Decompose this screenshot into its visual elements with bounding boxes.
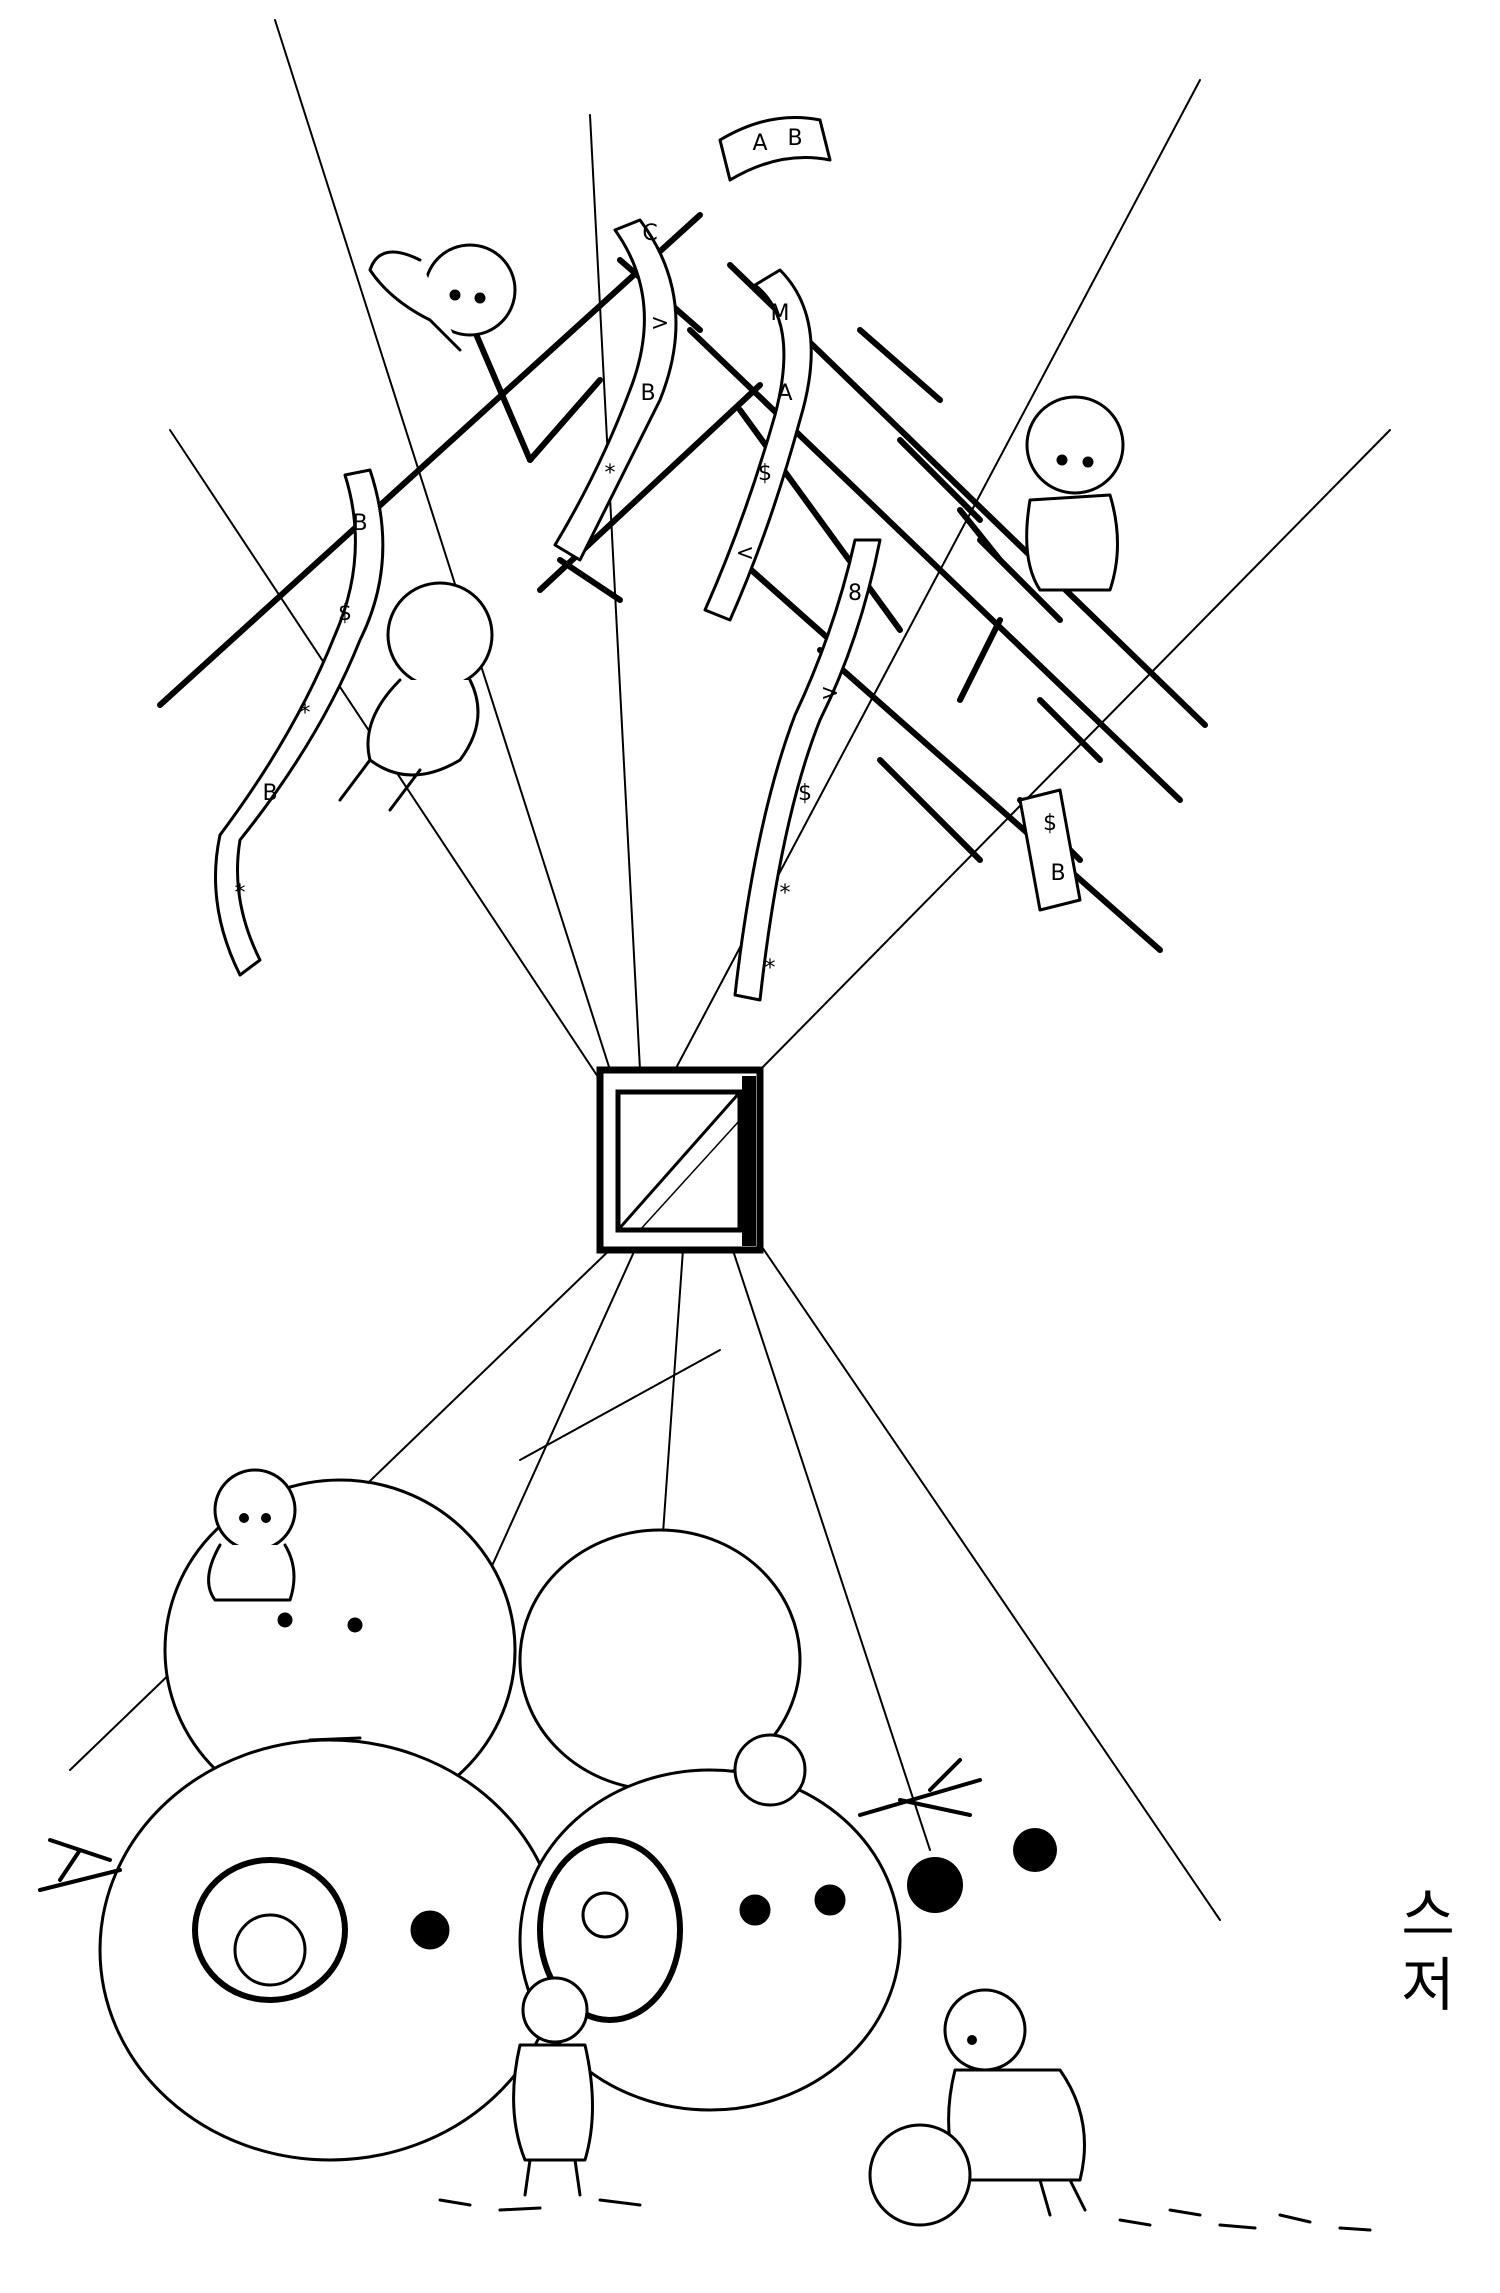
ribbon-glyph: A xyxy=(752,131,767,156)
ribbon-glyph: 8 xyxy=(848,581,862,606)
ribbon-glyph: B xyxy=(1050,861,1065,886)
ribbon-glyph: M xyxy=(771,301,790,326)
figure-top-left xyxy=(368,243,517,352)
ribbon-glyph: $ xyxy=(758,461,772,486)
ribbon-glyph: B xyxy=(352,511,367,536)
ribbon-glyph: B xyxy=(640,381,655,406)
artist-signature: 스저 xyxy=(1401,1881,1455,2019)
ribbon-glyph: $ xyxy=(338,601,352,626)
paper-ribbons xyxy=(214,116,1082,1002)
ribbon-glyph: A xyxy=(777,381,792,406)
ribbon-glyph: C xyxy=(642,221,657,246)
dark-balls xyxy=(907,1828,1057,1913)
ribbon-glyph: B xyxy=(787,126,802,151)
ribbon-glyph: * xyxy=(235,881,246,906)
child-center xyxy=(512,1976,594,2197)
figure-right-girl xyxy=(1025,395,1125,592)
ribbon-glyph-marks: A B C > B * M A $ < 8 > $ * * B $ * B * … xyxy=(235,126,1066,981)
snowman-right xyxy=(518,1528,982,2112)
ribbon-glyph: > xyxy=(821,681,839,706)
ribbon-glyph: * xyxy=(765,956,776,981)
ribbon-glyph: > xyxy=(651,311,669,336)
ribbon-glyph: $ xyxy=(1043,811,1057,836)
child-rolling-snowball xyxy=(868,1988,1087,2227)
ribbon-glyph: < xyxy=(736,541,754,566)
ribbon-glyph: * xyxy=(300,701,311,726)
ribbon-glyph: * xyxy=(605,461,616,486)
figure-on-snowman-head xyxy=(207,1468,297,1602)
ribbon-glyph: * xyxy=(780,881,791,906)
figure-hanging-left xyxy=(338,581,494,812)
ribbon-glyph: $ xyxy=(798,781,812,806)
snowman-left xyxy=(38,1478,562,2162)
ribbon-glyph: B xyxy=(262,781,277,806)
ground-marks xyxy=(438,2198,1372,2232)
window-frame xyxy=(596,1066,764,1254)
